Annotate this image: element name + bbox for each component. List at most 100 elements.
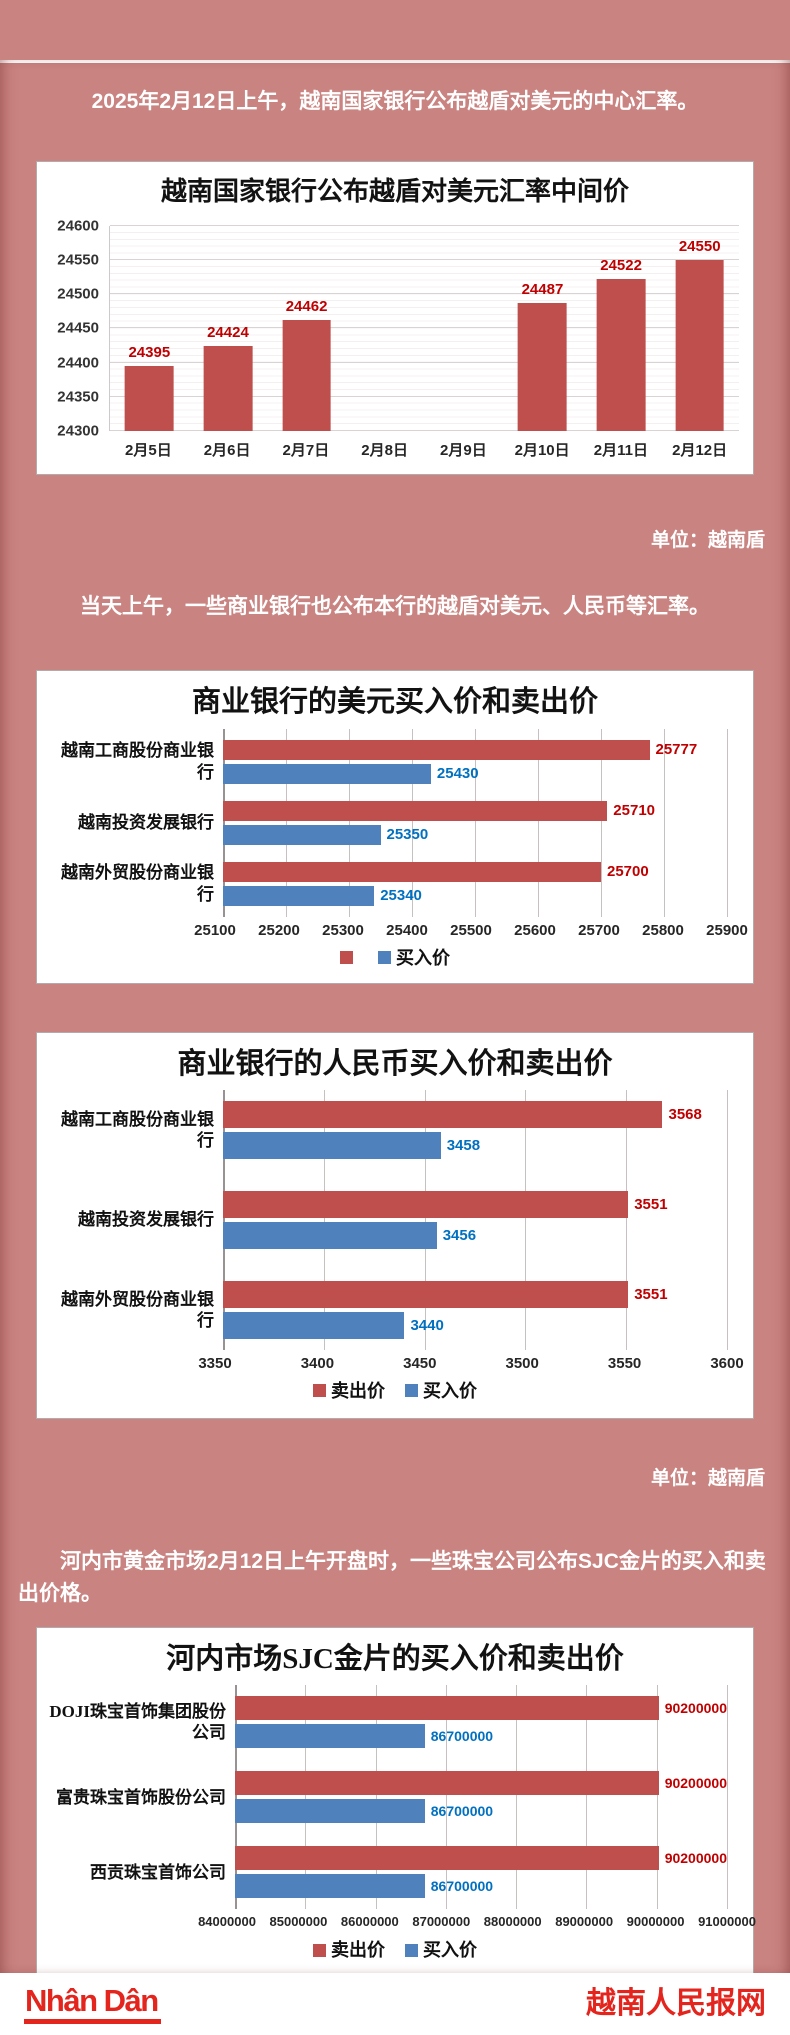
legend-item: 买入价	[405, 1382, 477, 1400]
site-name: 越南人民报网	[586, 1987, 766, 2020]
gridline	[445, 1685, 447, 1910]
bar	[223, 1221, 437, 1249]
chart-card-usd-rates: 商业银行的美元买入价和卖出价 越南工商股份商业银行 25777 25430 越南投资发…	[36, 670, 754, 984]
bar-slot	[346, 226, 425, 431]
category-label: 越南工商股份商业银行	[61, 1109, 214, 1150]
legend-label: 买入价	[423, 1380, 477, 1401]
gridline	[110, 395, 739, 397]
bar-slot: 24424	[189, 226, 268, 431]
gridline	[727, 728, 728, 917]
x-axis: 3350 3400 3450 3500 3550 3600	[198, 1354, 743, 1376]
x-axis: 84000000 85000000 86000000 87000000 88000000…	[198, 1913, 756, 1935]
category-bars: 25710 25350	[223, 797, 727, 849]
gridline	[349, 728, 350, 917]
y-tick-label: 24400	[57, 354, 99, 372]
bar-value-label: 25430	[436, 765, 479, 783]
x-tick-label: 3400	[300, 1354, 335, 1372]
legend-label: 卖出价	[331, 1380, 385, 1401]
x-tick-label: 89000000	[555, 1914, 614, 1930]
category-bars: 3551 3440	[223, 1277, 727, 1343]
bar	[223, 1131, 441, 1159]
gridline	[656, 1685, 658, 1910]
bar	[223, 763, 431, 784]
legend-swatch	[405, 1384, 418, 1398]
legend-label: 买入价	[396, 947, 450, 968]
x-tick-label: 3450	[403, 1354, 437, 1372]
bar-row: 25350	[223, 824, 727, 845]
legend-swatch	[313, 1943, 326, 1957]
bar	[282, 320, 331, 431]
y-tick-label: 24600	[57, 217, 99, 235]
bar	[235, 1771, 659, 1796]
bar-value-label: 25340	[380, 887, 422, 905]
gridline	[375, 1685, 377, 1910]
x-tick-label: 2月12日	[672, 441, 728, 459]
bar-row: 3458	[223, 1131, 727, 1159]
x-tick-label: 25400	[386, 921, 428, 939]
x-tick-label: 3500	[505, 1354, 539, 1372]
category-label: 越南投资发展银行	[78, 813, 214, 832]
category-group: DOJI珠宝首饰集团股份公司 90200000 86700000	[45, 1692, 741, 1752]
gridline	[626, 1089, 628, 1350]
bar	[518, 303, 567, 431]
column-chart: 24300 24350 24400 24450 24500 24550 24600 2439…	[37, 218, 739, 438]
bar-value-label: 24462	[285, 298, 328, 316]
gridline	[727, 1089, 728, 1350]
x-tick-label: 25700	[578, 921, 620, 939]
bar-row: 3568	[223, 1100, 727, 1128]
x-tick-label: 86000000	[340, 1914, 399, 1930]
y-tick-label: 24550	[57, 251, 99, 269]
bar-row: 86700000	[235, 1874, 727, 1899]
legend-item	[340, 951, 358, 965]
bar-value-label: 3568	[668, 1105, 702, 1123]
category-bars: 90200000 86700000	[235, 1842, 727, 1902]
gridline	[110, 259, 739, 261]
gridline	[586, 1685, 588, 1910]
bar	[223, 824, 381, 845]
unit-note-1: 单位：越南盾	[650, 529, 765, 551]
gridline	[223, 728, 225, 917]
bar-value-label: 90200000	[664, 1700, 727, 1717]
y-axis: 24300 24350 24400 24450 24500 24550 24600	[37, 218, 109, 438]
gridline	[110, 224, 739, 226]
gridline	[223, 1089, 225, 1350]
x-tick-label: 2月10日	[514, 441, 570, 459]
category-label: 富贵珠宝首饰股份公司	[56, 1787, 226, 1807]
gridline	[664, 728, 665, 917]
x-tick-label: 3600	[710, 1354, 744, 1372]
gridline	[110, 327, 739, 329]
bar-row: 3456	[223, 1221, 727, 1249]
category-label: 越南投资发展银行	[78, 1210, 214, 1230]
bar	[223, 885, 375, 906]
bar-value-label: 90200000	[664, 1775, 727, 1792]
bar-value-label: 3458	[446, 1136, 481, 1154]
bar-value-label: 86700000	[430, 1803, 494, 1820]
bar-slot: 24522	[582, 226, 661, 431]
chart-title: 越南国家银行公布越盾对美元汇率中间价	[160, 176, 629, 207]
bar-row: 25777	[223, 739, 727, 760]
bar-slot: 24462	[267, 226, 346, 431]
chart-title: 商业银行的美元买入价和卖出价	[191, 686, 598, 719]
legend-swatch	[313, 1384, 326, 1398]
category-bars: 90200000 86700000	[235, 1767, 727, 1827]
gridline	[525, 1089, 527, 1350]
footer-bar: Nhân Dân 越南人民报网	[0, 1973, 790, 2035]
chart-card-central-rate: 越南国家银行公布越盾对美元汇率中间价 24300 24350 24400 24450 2…	[36, 161, 754, 475]
nhandan-logo: Nhân Dân	[24, 1985, 161, 2024]
x-axis: 25100 25200 25300 25400 25500 25600 25700 25800…	[194, 921, 748, 943]
bar-value-label: 3551	[634, 1195, 668, 1213]
category-bars: 25700 25340	[223, 858, 727, 910]
bar-value-label: 86700000	[430, 1728, 494, 1745]
x-tick-label: 25800	[642, 921, 684, 939]
x-tick-label: 2月6日	[203, 441, 251, 459]
bar-value-label: 24522	[600, 257, 642, 275]
bar-value-label: 25700	[607, 863, 649, 881]
gridline	[305, 1685, 307, 1910]
bar	[124, 366, 174, 431]
bar-value-label: 86700000	[430, 1878, 494, 1895]
bar-value-label: 24395	[128, 344, 171, 362]
bar	[223, 1100, 663, 1128]
category-label: 西贡珠宝首饰公司	[90, 1862, 226, 1882]
x-tick-label: 88000000	[483, 1914, 542, 1930]
legend-label: 卖出价	[331, 1940, 385, 1961]
